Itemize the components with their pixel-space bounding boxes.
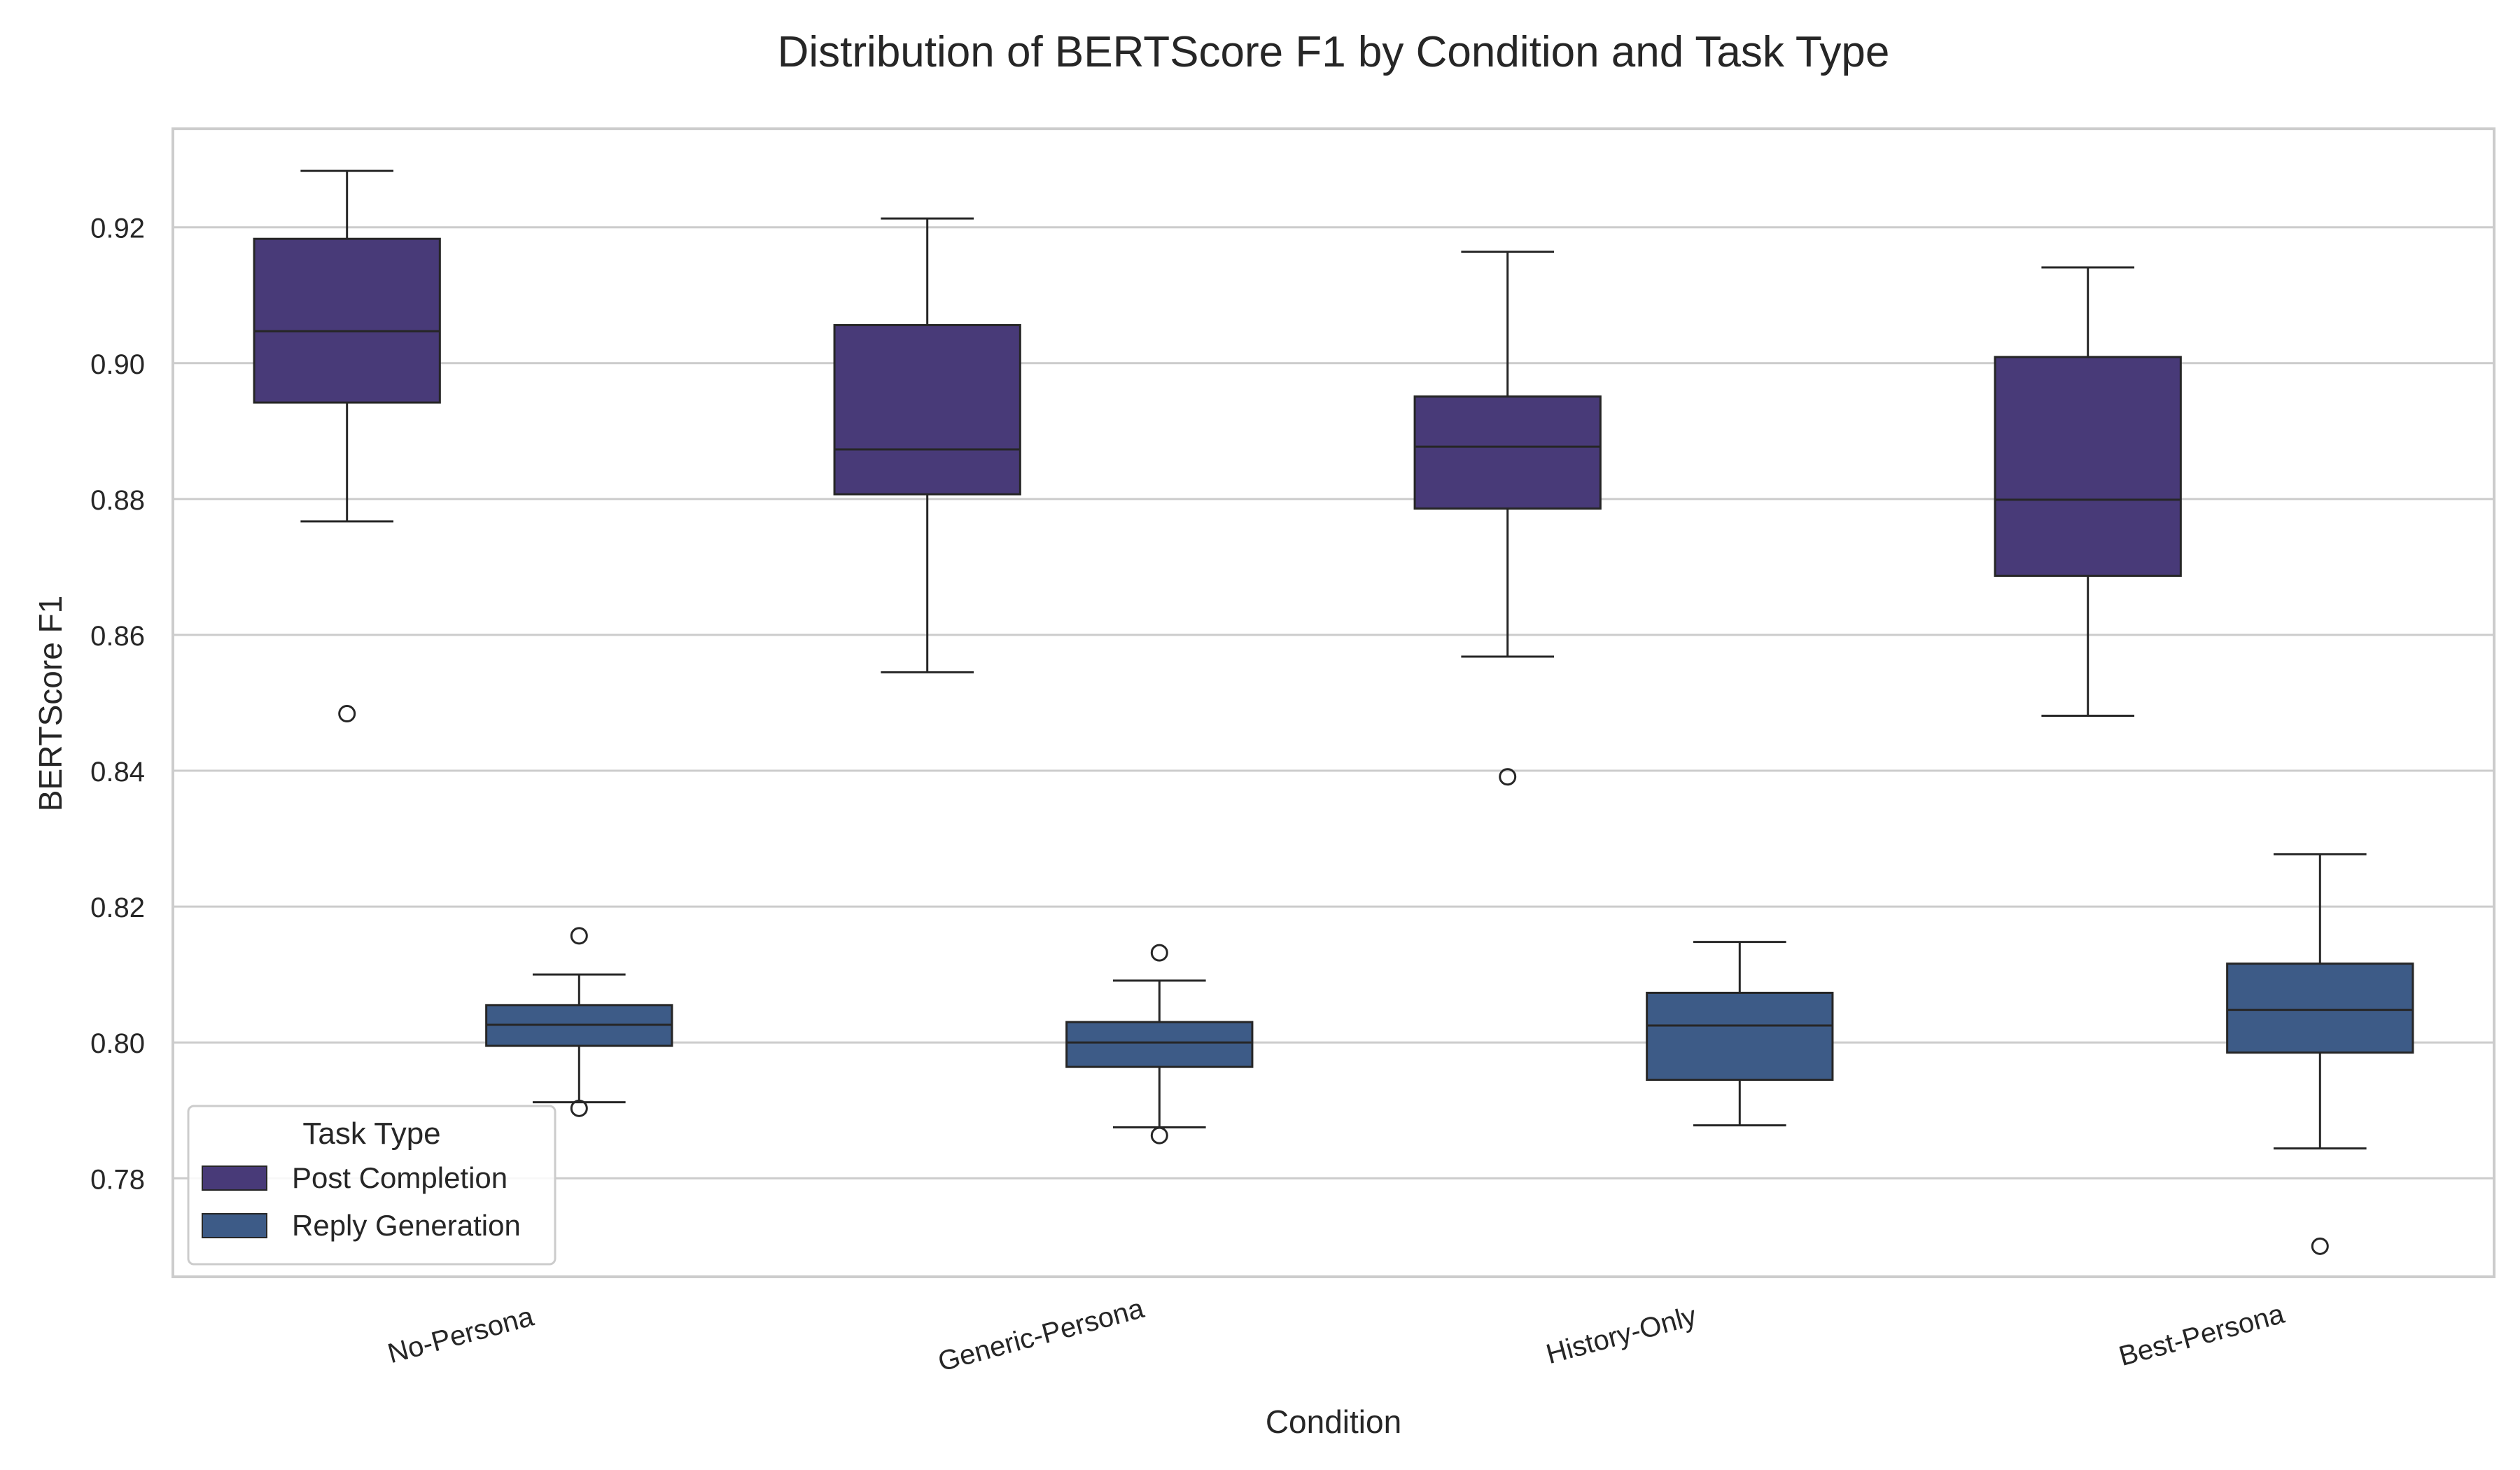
y-axis-ticks: 0.78 0.80 0.82 0.84 0.86 0.88 0.90 0.92: [90, 214, 145, 1196]
y-tick-label: 0.84: [90, 757, 145, 788]
y-axis-label: BERTScore F1: [32, 596, 69, 811]
y-tick-label: 0.92: [90, 214, 145, 244]
box-reply-generation-best-persona: [2226, 853, 2414, 1255]
y-tick-label: 0.82: [90, 892, 145, 923]
iqr-box: [1646, 991, 1834, 1082]
iqr-box: [1413, 395, 1602, 510]
iqr-box: [253, 237, 441, 404]
x-tick-label-history-only: History-Only: [1543, 1301, 1700, 1370]
y-tick-label: 0.80: [90, 1028, 145, 1059]
box-reply-generation-generic-persona: [1065, 944, 1254, 1144]
box-post-completion-no-persona: [253, 169, 441, 723]
box-plot-area: [253, 169, 2414, 1255]
iqr-box: [1994, 356, 2182, 578]
x-tick-label-no-persona: No-Persona: [384, 1301, 537, 1369]
box-post-completion-best-persona: [1994, 266, 2182, 717]
x-axis-label: Condition: [1266, 1404, 1401, 1440]
legend-label-post-completion: Post Completion: [292, 1161, 507, 1194]
iqr-box: [2226, 962, 2414, 1054]
plot-frame: [172, 127, 2496, 1278]
iqr-box: [833, 323, 1021, 496]
y-tick-label: 0.88: [90, 485, 145, 516]
box-reply-generation-history-only: [1646, 941, 1834, 1127]
y-tick-label: 0.90: [90, 349, 145, 380]
legend-label-reply-generation: Reply Generation: [292, 1209, 521, 1242]
x-tick-label-generic-persona: Generic-Persona: [934, 1293, 1147, 1378]
x-axis-ticks: No-Persona Generic-Persona History-Only Bes…: [384, 1293, 2288, 1378]
outlier-point: [1150, 1126, 1168, 1144]
chart-title: Distribution of BERTScore F1 by Conditio…: [778, 28, 1890, 76]
outlier-point: [570, 1099, 588, 1117]
legend-title: Task Type: [302, 1116, 440, 1151]
outlier-point: [570, 927, 588, 945]
outlier-point: [2311, 1237, 2329, 1255]
y-tick-label: 0.86: [90, 621, 145, 652]
y-tick-label: 0.78: [90, 1164, 145, 1195]
outlier-point: [1150, 944, 1168, 962]
box-post-completion-history-only: [1413, 251, 1602, 786]
box-reply-generation-no-persona: [485, 927, 673, 1117]
legend-swatch-reply-generation: [202, 1213, 267, 1238]
legend-swatch-post-completion: [202, 1166, 267, 1191]
iqr-box: [1065, 1021, 1254, 1068]
legend: Task Type Post Completion Reply Generati…: [187, 1105, 556, 1266]
legend-frame: [187, 1105, 556, 1266]
box-post-completion-generic-persona: [833, 217, 1021, 673]
outlier-point: [1499, 768, 1517, 786]
x-tick-label-best-persona: Best-Persona: [2115, 1298, 2288, 1372]
outlier-point: [338, 705, 356, 723]
